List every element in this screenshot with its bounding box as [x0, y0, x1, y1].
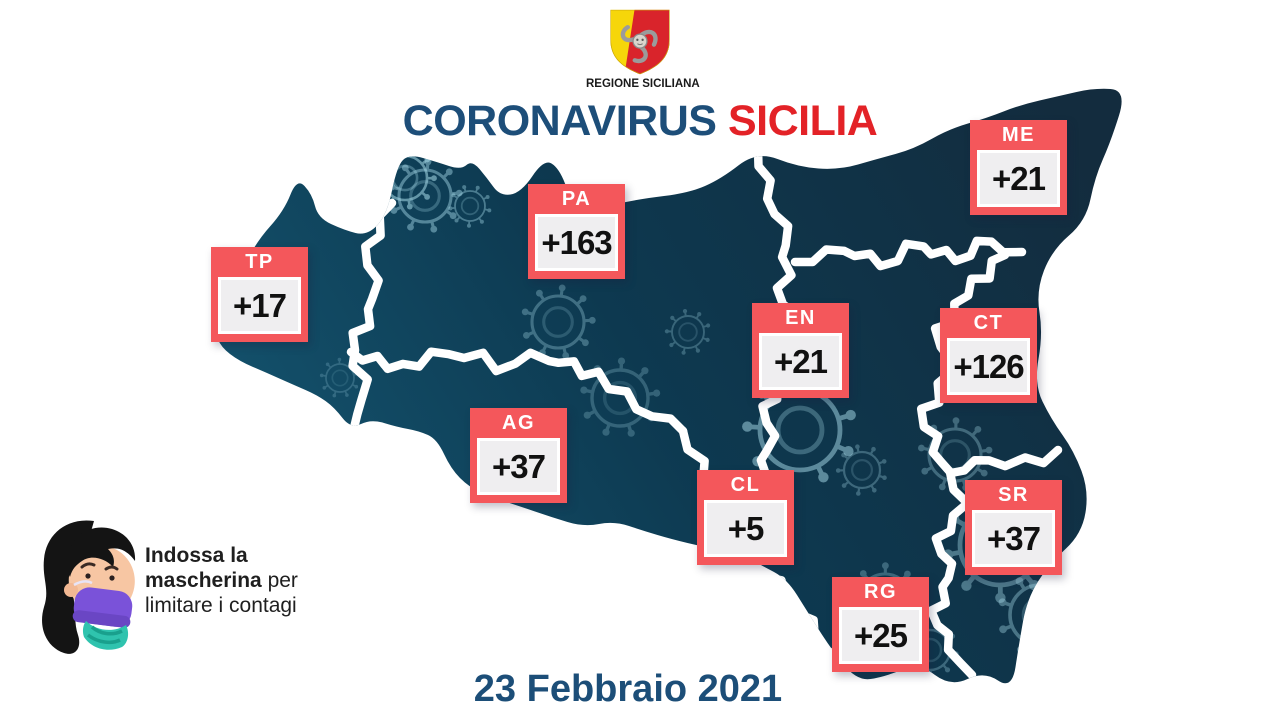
province-box-ag: AG +37	[470, 408, 567, 503]
province-code: PA	[561, 188, 592, 210]
hair-fringe	[67, 527, 136, 577]
virus-particle-icon	[448, 185, 492, 228]
eye-left	[85, 573, 91, 579]
province-box-tp: TP +17	[211, 247, 308, 342]
province-code: ME	[1002, 124, 1035, 146]
province-border	[346, 347, 688, 436]
title-coronavirus: CORONAVIRUS	[402, 97, 717, 145]
province-new-cases: +21	[977, 150, 1060, 207]
province-new-cases: +5	[704, 500, 787, 557]
eyebrow-right	[104, 565, 119, 571]
regione-siciliana-logo: REGIONE SICILIANA	[586, 8, 700, 90]
province-new-cases: +21	[759, 333, 842, 390]
province-code: RG	[864, 581, 897, 603]
report-date: 23 Febbraio 2021	[473, 668, 783, 710]
province-border	[946, 445, 1063, 478]
wear-mask-illustration	[42, 520, 136, 654]
virus-particle-icon	[580, 357, 661, 437]
virus-particle-icon	[835, 444, 887, 496]
eye-right	[109, 575, 115, 581]
logo-caption: REGIONE SICILIANA	[586, 78, 700, 90]
province-border	[348, 198, 397, 437]
psa-line2-regular: per	[261, 569, 298, 592]
scarf-stripe	[90, 625, 123, 636]
title-sicilia: SICILIA	[727, 97, 878, 145]
ear	[64, 583, 78, 597]
virus-particle-icon	[521, 284, 596, 359]
province-new-cases: +163	[535, 214, 618, 271]
province-new-cases: +126	[947, 338, 1030, 395]
province-code: SR	[998, 484, 1029, 506]
province-code: AG	[502, 412, 535, 434]
province-border	[790, 236, 1027, 271]
province-box-en: EN +21	[752, 303, 849, 398]
province-box-pa: PA +163	[528, 184, 625, 279]
eyebrow-left	[80, 562, 96, 569]
virus-particle-icon	[664, 309, 711, 355]
province-code: TP	[245, 251, 274, 273]
province-box-cl: CL +5	[697, 470, 794, 565]
psa-text: Indossa la mascherina per limitare i con…	[145, 543, 345, 618]
province-border	[926, 467, 977, 680]
province-new-cases: +25	[839, 607, 922, 664]
psa-line1: Indossa la	[145, 544, 248, 567]
scarf-stripe	[86, 633, 121, 645]
province-box-sr: SR +37	[965, 480, 1062, 575]
province-new-cases: +37	[477, 438, 560, 495]
psa-line3: limitare i contagi	[145, 594, 297, 617]
province-box-ct: CT +126	[940, 308, 1037, 403]
page-title: CORONAVIRUS SICILIA	[0, 97, 1280, 146]
province-code: CT	[973, 312, 1004, 334]
province-code: EN	[785, 307, 816, 329]
province-box-me: ME +21	[970, 120, 1067, 215]
mask-strap	[73, 580, 93, 587]
province-new-cases: +37	[972, 510, 1055, 567]
face-mask	[72, 587, 133, 628]
sicily-coastline	[215, 88, 1122, 684]
province-code: CL	[730, 474, 761, 496]
trinacria-shield-icon	[610, 9, 670, 75]
psa-line2-bold: mascherina	[145, 569, 262, 592]
province-box-rg: RG +25	[832, 577, 929, 672]
province-new-cases: +17	[218, 277, 301, 334]
